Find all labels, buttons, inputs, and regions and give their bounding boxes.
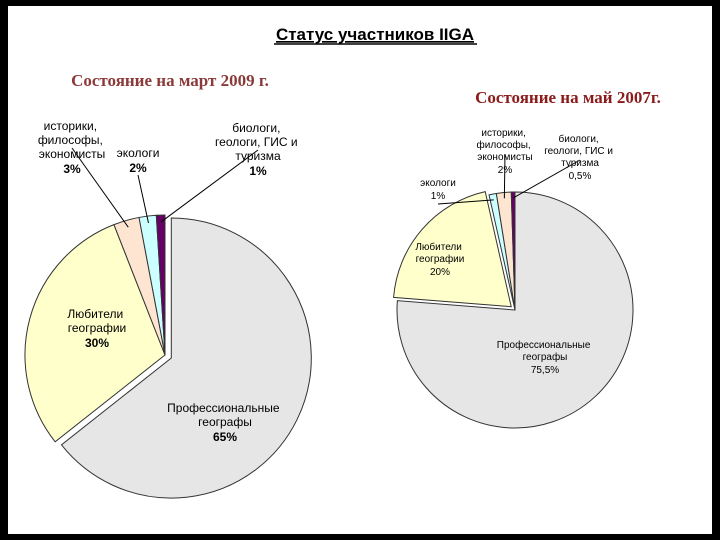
slice-label-line: туризма: [235, 149, 281, 163]
slice-label-line: геологи, ГИС и: [215, 135, 301, 149]
slice-label: биологи, геологи, ГИС и туризма: [544, 133, 616, 169]
slice-value-label: 3%: [63, 162, 81, 176]
slice-value-label: 1%: [431, 191, 446, 202]
slice-label-line: философы,: [477, 139, 534, 151]
slice-label: историки, философы, экономисты: [477, 128, 534, 163]
pie-slice: [24, 223, 166, 443]
slice-label-line: биологи,: [559, 133, 602, 145]
slice-label-line: экономисты: [477, 152, 532, 163]
slice-label-line: философы,: [38, 133, 106, 147]
slice-label: Профессиональные географы: [497, 339, 593, 363]
slice-label-line: экономисты: [39, 147, 106, 161]
slice-label-line: Профессиональные: [167, 401, 283, 415]
pie-slice: [155, 214, 166, 356]
slice-label: историки, философы, экономисты: [38, 119, 106, 161]
chart-title: Состояние на март 2009 г.: [71, 71, 269, 90]
leader-line: [137, 174, 149, 224]
slice-label-line: историки,: [44, 119, 101, 133]
slice-label-line: геологи, ГИС и: [544, 146, 616, 157]
slice-label: экологи: [117, 146, 160, 160]
slice-value-label: 2%: [498, 165, 513, 176]
slice-label-line: географы: [523, 351, 568, 363]
slice-label-line: Любители: [67, 307, 126, 321]
slice-label-line: экологи: [420, 178, 456, 189]
pie-slice: [396, 191, 634, 429]
slice-value-label: 1%: [249, 164, 267, 178]
page-title: Статус участников IIGA: [276, 25, 474, 44]
slice-label-line: географии: [416, 253, 465, 265]
leader-line: [71, 147, 129, 228]
slice-label-line: Любители: [415, 241, 464, 253]
slice-label-line: экологи: [117, 146, 160, 160]
slice-label: Любители географии: [415, 241, 464, 265]
slice-value-label: 30%: [85, 336, 109, 350]
pie-slice: [510, 191, 516, 311]
slice-value-label: 65%: [213, 430, 237, 444]
leader-line: [437, 199, 494, 205]
slice-label: экологи: [420, 178, 456, 189]
slice-value-label: 20%: [430, 267, 450, 278]
slice-label-line: биологи,: [232, 121, 284, 135]
pie-slice: [393, 191, 512, 308]
slice-label-line: Профессиональные: [497, 339, 593, 351]
slice-label-line: историки,: [481, 128, 528, 139]
leader-line: [160, 149, 259, 223]
slice-label-line: географы: [198, 415, 252, 429]
slice-label-line: туризма: [561, 158, 599, 169]
slice-value-label: 75,5%: [531, 365, 559, 376]
slice-label-line: географии: [68, 321, 126, 335]
slice-value-label: 2%: [129, 161, 147, 175]
slice-label: Любители географии: [67, 307, 126, 335]
slice-label: Профессиональные географы: [167, 401, 283, 429]
slice-value-label: 0,5%: [569, 171, 592, 182]
leader-line: [512, 159, 581, 199]
leader-line: [503, 153, 506, 199]
chart-title: Состояние на май 2007г.: [475, 88, 661, 107]
pie-slice: [60, 217, 312, 499]
slice-label: биологи, геологи, ГИС и туризма: [215, 121, 301, 163]
